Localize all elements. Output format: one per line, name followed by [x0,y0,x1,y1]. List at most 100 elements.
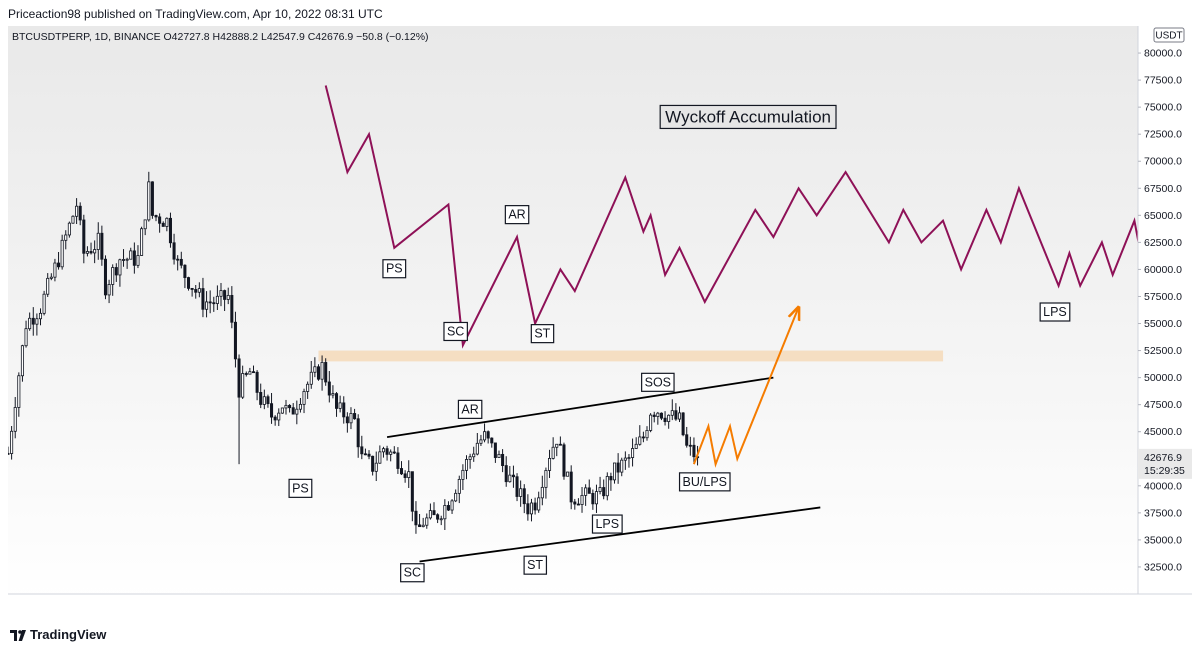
candle-body [566,471,570,477]
candle-body [609,476,613,481]
candle-body [526,503,530,515]
candle-body [226,295,230,300]
price-tick-label: 60000.0 [1144,264,1182,276]
wyckoff-label: Wyckoff Accumulation [665,107,831,126]
price-tick-label: 35000.0 [1144,534,1182,546]
candle-body [363,453,367,456]
price-tick-label: 47500.0 [1144,399,1182,411]
candle-body [327,381,331,396]
candle-body [692,444,696,458]
candle-body [432,510,436,516]
candle-body [345,416,349,424]
candle-body [161,222,165,227]
wyckoff-label-box [400,563,425,583]
candle-body [399,468,404,475]
candle-body [331,393,335,396]
candle-body [71,215,75,224]
candle-body [468,456,472,460]
candle-body [49,276,53,279]
candle-body [270,403,274,418]
wyckoff-label-box [530,324,555,344]
candle-body [663,417,667,422]
candle-body [461,469,465,480]
symbol-legend: BTCUSDTPERP, 1D, BINANCE O42727.8 H42888… [12,31,429,43]
candle-body [100,232,104,260]
price-tick-label: 37500.0 [1144,507,1182,519]
candle-body [186,277,191,289]
candle-body [118,259,122,276]
wyckoff-label-box [288,478,313,498]
candle-body [403,473,407,478]
channel-lower-line [419,506,821,563]
price-tick-label: 67500.0 [1144,183,1182,195]
candle-body [681,412,685,436]
publish-header: Priceaction98 published on TradingView.c… [0,0,1199,26]
candle-body [93,249,97,254]
wyckoff-label: ST [534,327,550,341]
candle-body [273,416,277,421]
price-tick-label: 52500.0 [1144,345,1182,357]
candle-body [587,487,591,494]
price-tick-label: 40000.0 [1144,480,1182,492]
last-price-tag [1138,448,1192,479]
candle-body [183,264,187,278]
candle-body [475,442,479,455]
candle-body [147,181,151,221]
candle-body [631,448,635,458]
candle-body [8,452,10,455]
candle-body [371,455,375,472]
chart-area[interactable]: Wyckoff Accumulation PS SC AR ST SOS LPS BU/LPS… [8,26,1192,600]
candle-body [493,442,497,458]
candle-body [313,366,317,373]
candle-body [262,396,266,405]
candle-body [172,242,176,260]
wyckoff-label: SC [404,566,421,580]
candle-body [82,219,86,254]
price-tick-label: 55000.0 [1144,318,1182,330]
publish-info: Priceaction98 published on TradingView.c… [8,7,383,21]
wyckoff-label-box [382,259,407,279]
candle-body [230,295,234,323]
candle-body [519,488,523,497]
countdown-value: 15:29:35 [1144,465,1185,477]
wyckoff-label: PS [292,481,309,495]
candle-body [277,412,281,421]
candle-body [291,407,295,415]
candle-body [158,216,162,224]
candle-body [544,470,548,488]
candle-body [594,491,598,505]
candle-body [150,181,154,216]
candle-body [190,287,194,290]
candle-body [396,452,400,469]
candle-body [212,302,216,305]
candle-body [356,418,360,448]
candle-body [540,486,544,499]
price-tick-label: 45000.0 [1144,426,1182,438]
candle-body [244,373,248,375]
candle-body [309,371,313,385]
candle-body [129,250,133,260]
brand-name: TradingView [30,627,107,642]
price-chart[interactable]: Wyckoff Accumulation PS SC AR ST SOS LPS BU/LPS… [8,26,1192,600]
candle-body [176,258,180,261]
candle-body [259,392,263,405]
projection-path [692,307,799,468]
candle-body [450,500,454,511]
wyckoff-label: SOS [645,375,671,389]
wyckoff-label: LPS [595,517,619,531]
candle-body [407,471,411,478]
candle-body [685,434,689,446]
candle-body [501,453,505,466]
candle-body [31,317,35,325]
candle-body [490,437,494,444]
candle-body [537,497,541,511]
plot-background [8,26,1192,600]
candle-body [551,446,555,459]
price-tick-label: 72500.0 [1144,129,1182,141]
candle-body [35,318,39,325]
candle-body [75,205,79,217]
candle-body [288,404,292,409]
wyckoff-label: LPS [1043,305,1067,319]
candle-body [367,453,371,457]
candle-body [511,474,515,478]
